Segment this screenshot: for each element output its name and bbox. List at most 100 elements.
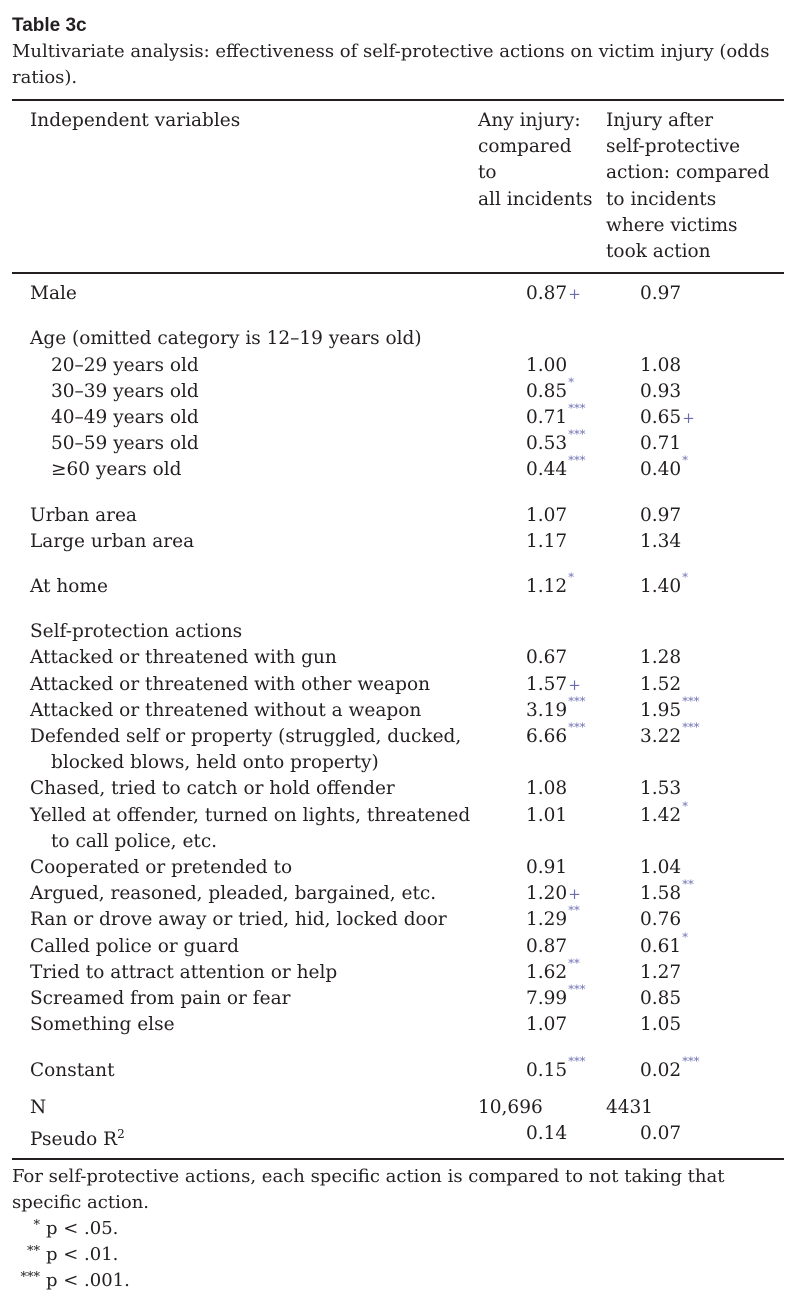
after-action-cell: 1.08 xyxy=(606,353,784,379)
group-gap xyxy=(12,484,784,503)
after-action-cell-value: 1.08 xyxy=(640,354,682,376)
group-gap xyxy=(12,274,784,281)
significance-stars: *** xyxy=(568,982,586,997)
any-injury-cell-value: 0.85 xyxy=(526,380,568,402)
row-label: Male xyxy=(30,283,77,305)
group-title: Age (omitted category is 12–19 years old… xyxy=(30,328,422,350)
r2-label: Pseudo R2 xyxy=(12,1121,478,1153)
r2-row: Pseudo R2 0.14 0.07 xyxy=(12,1121,784,1153)
any-injury-cell-value: 7.99 xyxy=(526,988,568,1010)
significance-stars: * xyxy=(682,798,688,813)
header-any-line: all incidents xyxy=(478,188,593,210)
row-label: ≥60 years old xyxy=(51,459,182,481)
after-action-cell-value: 0.93 xyxy=(640,380,682,402)
after-action-cell-value: 0.71 xyxy=(640,433,682,455)
after-action-cell: 1.34 xyxy=(606,529,784,555)
significance-stars: ** xyxy=(568,955,580,970)
any-injury-cell: 1.07 xyxy=(478,503,606,529)
any-injury-cell: 0.91 xyxy=(478,855,606,881)
after-action-cell: 0.85 xyxy=(606,986,784,1012)
table-row: 20–29 years old 1.00 1.08 xyxy=(12,353,784,379)
row-label-line: Yelled at offender, turned on lights, th… xyxy=(30,804,471,826)
bottom-rule xyxy=(12,1158,784,1161)
header-variables: Independent variables xyxy=(30,110,241,131)
significance-note: *** p < .001. xyxy=(12,1268,784,1294)
table-row: Male 0.87+ 0.97 xyxy=(12,281,784,307)
any-injury-cell-value: 1.57 xyxy=(526,673,568,695)
table-footnote: For self-protective actions, each specif… xyxy=(12,1166,725,1214)
row-label: Attacked or threatened with gun xyxy=(30,647,337,669)
significance-stars: *** xyxy=(682,720,700,735)
odds-ratio-table: Independent variables Any injury: compar… xyxy=(12,101,784,1153)
any-injury-cell-value: 0.67 xyxy=(526,647,568,669)
table-row: Screamed from pain or fear 7.99*** 0.85 xyxy=(12,983,784,1012)
table-row: ≥60 years old 0.44*** 0.40* xyxy=(12,455,784,483)
any-injury-cell: 1.07 xyxy=(478,1012,606,1038)
significance-stars: *** xyxy=(682,693,700,708)
any-injury-cell: 0.53*** xyxy=(478,428,606,457)
table-caption: Multivariate analysis: effectiveness of … xyxy=(12,41,770,88)
header-any-line: Any injury: xyxy=(478,110,581,131)
group-title: Self-protection actions xyxy=(30,621,243,643)
after-action-cell-value: 1.34 xyxy=(640,530,682,552)
significance-plus: + xyxy=(568,285,581,304)
row-label: Attacked or threatened without a weapon xyxy=(30,699,422,721)
any-injury-cell: 0.85* xyxy=(478,376,606,405)
significance-notes: * p < .05. ** p < .01. *** p < .001. xyxy=(12,1216,784,1294)
significance-plus: + xyxy=(568,885,581,904)
row-label: Called police or guard xyxy=(30,935,240,957)
after-action-cell-value: 0.02 xyxy=(640,1059,682,1081)
any-injury-cell: 7.99*** xyxy=(478,983,606,1012)
any-injury-cell-value: 1.62 xyxy=(526,961,568,983)
significance-stars: ** xyxy=(568,903,580,918)
row-label: 30–39 years old xyxy=(51,380,199,402)
after-action-cell: 1.95*** xyxy=(606,695,784,724)
r2-label-text: Pseudo R xyxy=(30,1129,118,1151)
significance-plus: + xyxy=(682,409,695,428)
header-any-line: to xyxy=(478,162,497,184)
after-action-cell: 1.28 xyxy=(606,645,784,671)
significance-stars: * xyxy=(682,929,688,944)
any-injury-cell: 0.87+ xyxy=(478,281,606,307)
any-injury-cell: 1.12* xyxy=(478,571,606,600)
group-gap xyxy=(12,555,784,574)
row-label: Chased, tried to catch or hold offender xyxy=(30,778,395,800)
any-injury-cell: 1.62** xyxy=(478,957,606,986)
header-act-line: Injury after xyxy=(606,110,714,131)
table-row: Something else 1.07 1.05 xyxy=(12,1012,784,1038)
table-page: Table 3c Multivariate analysis: effectiv… xyxy=(12,14,784,1294)
r2-superscript: 2 xyxy=(117,1126,125,1141)
header-act-line: action: compared xyxy=(606,162,770,184)
after-action-cell-value: 1.52 xyxy=(640,673,682,695)
table-label: Table 3c xyxy=(12,15,87,36)
after-action-cell: 1.27 xyxy=(606,960,784,986)
table-row: At home 1.12* 1.40* xyxy=(12,571,784,600)
row-label-line: blocked blows, held onto property) xyxy=(51,752,379,774)
any-injury-cell-value: 0.91 xyxy=(526,857,568,879)
any-injury-cell-value: 1.01 xyxy=(526,804,568,826)
any-injury-cell-value: 1.20 xyxy=(526,883,568,905)
significance-stars: ** xyxy=(682,877,694,892)
significance-text: p < .01. xyxy=(46,1244,119,1266)
after-action-cell-value: 1.27 xyxy=(640,961,682,983)
group-title-row: Self-protection actions xyxy=(12,619,784,645)
group-gap xyxy=(12,1039,784,1058)
row-label: 40–49 years old xyxy=(51,407,199,429)
any-injury-cell: 0.87 xyxy=(478,934,606,960)
table-row: Urban area 1.07 0.97 xyxy=(12,503,784,529)
any-injury-cell: 6.66*** xyxy=(478,721,606,776)
table-row: Attacked or threatened with other weapon… xyxy=(12,672,784,698)
group-gap xyxy=(12,307,784,326)
n-act: 4431 xyxy=(606,1096,654,1118)
significance-stars: *** xyxy=(568,1053,586,1068)
after-action-cell-value: 0.40 xyxy=(640,459,682,481)
r2-act: 0.07 xyxy=(640,1122,682,1144)
after-action-cell: 0.61* xyxy=(606,931,784,960)
significance-mark: ** xyxy=(27,1244,40,1260)
row-label: Defended self or property (struggled, du… xyxy=(12,724,478,776)
after-action-cell-value: 3.22 xyxy=(640,726,682,748)
after-action-cell-value: 1.28 xyxy=(640,647,682,669)
header-act-line: to incidents xyxy=(606,188,717,210)
significance-note: ** p < .01. xyxy=(12,1242,784,1268)
header-act-line: self-protective xyxy=(606,136,741,158)
